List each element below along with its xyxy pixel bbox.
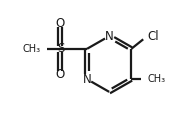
Text: CH₃: CH₃ <box>148 74 166 84</box>
Text: S: S <box>57 42 64 55</box>
Text: O: O <box>56 68 65 81</box>
Text: CH₃: CH₃ <box>23 44 41 54</box>
Text: Cl: Cl <box>148 30 159 43</box>
Text: N: N <box>105 30 114 43</box>
Text: N: N <box>83 73 91 86</box>
Text: O: O <box>56 17 65 30</box>
